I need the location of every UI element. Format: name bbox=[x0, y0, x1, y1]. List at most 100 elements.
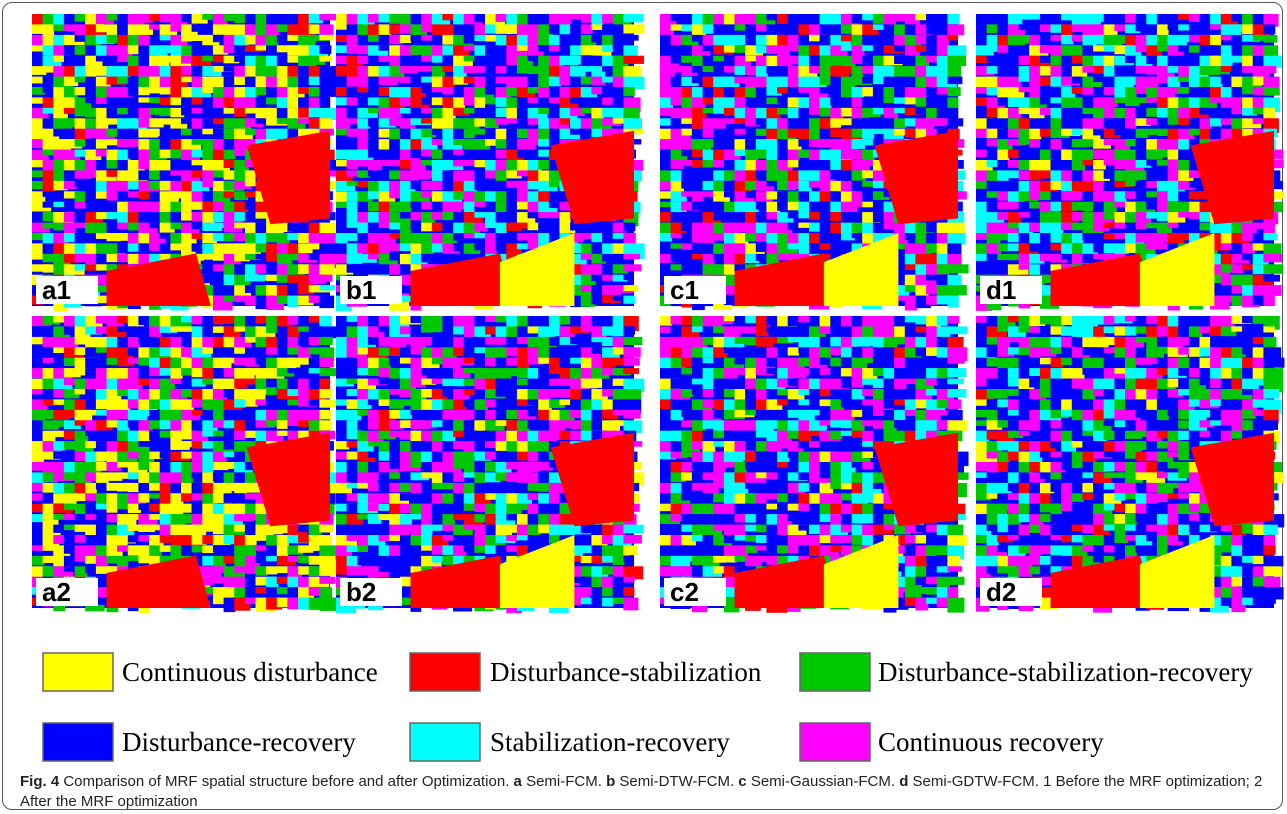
map-cell bbox=[602, 598, 613, 607]
map-cell bbox=[681, 243, 692, 249]
map-cell bbox=[256, 264, 268, 274]
map-cell bbox=[1136, 14, 1148, 25]
map-cell bbox=[287, 326, 299, 336]
map-cell bbox=[623, 525, 643, 534]
map-cell bbox=[85, 504, 97, 516]
map-cell bbox=[1136, 223, 1147, 230]
map-cell bbox=[287, 316, 299, 325]
map-cell bbox=[181, 56, 193, 64]
map-cell bbox=[245, 514, 257, 520]
map-panel: a2 bbox=[32, 316, 340, 613]
map-cell bbox=[937, 87, 949, 95]
map-cell bbox=[947, 264, 968, 273]
map-cell bbox=[160, 181, 172, 191]
map-cell bbox=[256, 556, 267, 563]
map-cell bbox=[915, 399, 928, 408]
map-cell bbox=[623, 368, 639, 374]
map-cell bbox=[128, 108, 139, 116]
map-cell bbox=[549, 97, 560, 103]
map-cell bbox=[1029, 170, 1041, 180]
map-cell bbox=[937, 264, 949, 274]
map-cell bbox=[245, 296, 256, 306]
map-cell bbox=[96, 326, 108, 334]
map-cell bbox=[517, 379, 528, 386]
map-cell bbox=[368, 545, 380, 557]
map-cell bbox=[128, 483, 139, 492]
map-cell bbox=[1104, 45, 1117, 51]
map-cell bbox=[602, 14, 614, 23]
map-cell bbox=[681, 181, 693, 189]
map-cell bbox=[623, 410, 640, 419]
map-cell bbox=[538, 97, 549, 109]
map-cell bbox=[1093, 150, 1104, 159]
map-cell bbox=[1072, 87, 1083, 94]
map-cell bbox=[149, 170, 160, 179]
map-cell bbox=[319, 358, 333, 368]
map-cell bbox=[53, 452, 65, 459]
map-cell bbox=[96, 118, 108, 128]
map-cell bbox=[1221, 108, 1232, 114]
map-cell bbox=[852, 202, 863, 207]
map-cell bbox=[884, 118, 895, 129]
map-cell bbox=[613, 337, 624, 348]
map-cell bbox=[692, 326, 704, 332]
map-cell bbox=[485, 316, 496, 322]
map-cell bbox=[549, 431, 560, 440]
map-panel: c2 bbox=[660, 316, 969, 613]
map-cell bbox=[277, 275, 288, 283]
map-cell bbox=[234, 399, 245, 407]
map-cell bbox=[517, 24, 528, 35]
map-cell bbox=[681, 150, 692, 157]
map-cell bbox=[1146, 14, 1158, 26]
map-cell bbox=[107, 504, 118, 513]
map-cell bbox=[474, 24, 486, 34]
map-cell bbox=[1221, 56, 1233, 67]
map-cell bbox=[905, 296, 917, 311]
map-cell bbox=[1104, 139, 1115, 145]
map-cell bbox=[309, 598, 320, 610]
map-cell bbox=[224, 129, 236, 139]
map-cell bbox=[75, 223, 87, 229]
map-cell bbox=[319, 368, 337, 376]
map-cell bbox=[453, 150, 465, 155]
map-cell bbox=[266, 566, 277, 574]
map-cell bbox=[1008, 223, 1020, 229]
map-cell bbox=[181, 347, 193, 357]
map-cell bbox=[570, 97, 581, 103]
map-cell bbox=[947, 97, 958, 109]
map-cell bbox=[1178, 202, 1189, 212]
map-cell bbox=[538, 170, 550, 182]
map-cell bbox=[245, 337, 256, 343]
map-cell bbox=[947, 368, 966, 377]
map-cell bbox=[107, 410, 119, 420]
map-cell bbox=[245, 129, 257, 135]
map-cell bbox=[170, 431, 181, 443]
map-cell bbox=[319, 389, 332, 398]
map-cell bbox=[591, 243, 603, 255]
map-cell bbox=[976, 233, 987, 240]
map-cell bbox=[485, 399, 497, 407]
map-cell bbox=[160, 118, 172, 124]
map-cell bbox=[160, 97, 172, 105]
map-cell bbox=[1114, 87, 1126, 98]
map-cell bbox=[357, 316, 368, 328]
panel-label: c1 bbox=[670, 275, 699, 305]
map-cell bbox=[623, 337, 642, 345]
map-cell bbox=[1082, 170, 1094, 181]
map-cell bbox=[830, 160, 842, 170]
map-cell bbox=[309, 108, 321, 117]
map-cell bbox=[192, 35, 204, 41]
map-cell bbox=[181, 108, 192, 116]
map-cell bbox=[485, 45, 497, 55]
map-cell bbox=[506, 35, 518, 47]
map-cell bbox=[777, 150, 789, 161]
map-cell bbox=[937, 316, 948, 326]
map-cell bbox=[43, 77, 55, 86]
map-cell bbox=[128, 139, 140, 147]
map-cell bbox=[623, 545, 637, 555]
map-cell bbox=[1263, 254, 1282, 262]
map-cell bbox=[713, 379, 724, 390]
map-cell bbox=[160, 243, 172, 251]
map-cell bbox=[788, 202, 800, 211]
map-cell bbox=[560, 431, 571, 440]
